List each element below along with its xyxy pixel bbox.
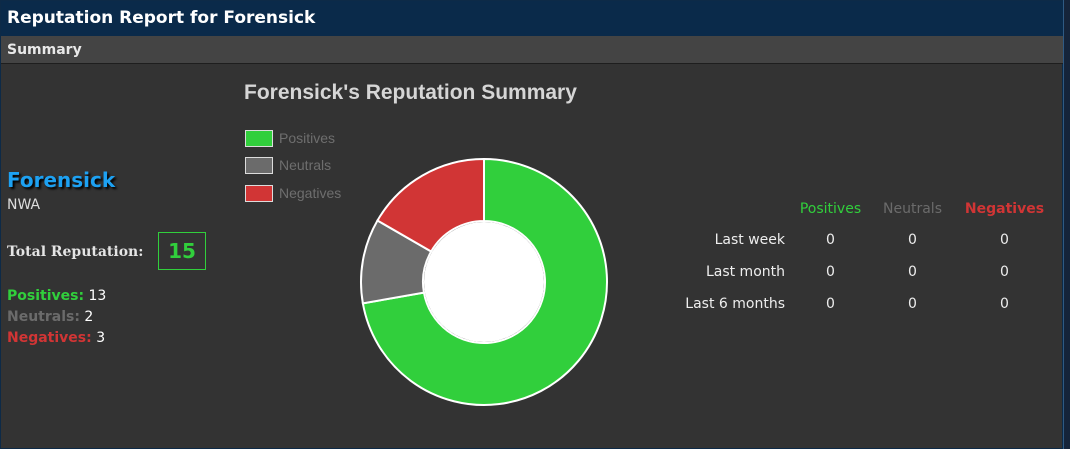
stats-header-empty bbox=[669, 194, 785, 224]
positives-value: 13 bbox=[88, 288, 107, 304]
table-row: Last week 0 0 0 bbox=[669, 224, 1060, 256]
legend-swatch-positives bbox=[245, 129, 273, 147]
chart-title: Forensick's Reputation Summary bbox=[244, 81, 577, 104]
positives-count: Positives: 13 bbox=[7, 288, 106, 304]
section-title-summary: Summary bbox=[1, 36, 1064, 64]
cell-neutrals: 0 bbox=[908, 296, 917, 312]
table-row: Last 6 months 0 0 0 bbox=[669, 288, 1060, 320]
donut-slice-positives[interactable] bbox=[361, 157, 608, 406]
cell-neutrals: 0 bbox=[908, 232, 917, 248]
stats-header-positives: Positives bbox=[799, 201, 862, 217]
neutrals-label: Neutrals: bbox=[7, 309, 80, 325]
stats-header-negatives: Negatives bbox=[964, 201, 1045, 217]
legend-item-positives[interactable]: Positives bbox=[245, 129, 335, 147]
cell-positives: 0 bbox=[826, 296, 835, 312]
row-label: Last 6 months bbox=[685, 296, 785, 312]
stats-header-row: Positives Neutrals Negatives bbox=[669, 194, 1060, 224]
reputation-donut-chart bbox=[360, 157, 608, 406]
stats-header-neutrals: Neutrals bbox=[883, 201, 942, 217]
total-reputation-value: 15 bbox=[158, 232, 206, 270]
legend-swatch-negatives bbox=[245, 184, 273, 202]
legend-label-negatives: Negatives bbox=[279, 185, 342, 201]
legend-item-negatives[interactable]: Negatives bbox=[245, 184, 341, 202]
user-group: NWA bbox=[7, 197, 41, 213]
reputation-stats-table: Positives Neutrals Negatives Last week 0… bbox=[669, 194, 1060, 320]
positives-label: Positives: bbox=[7, 288, 85, 304]
cell-negatives: 0 bbox=[1000, 296, 1009, 312]
row-label: Last month bbox=[705, 264, 785, 280]
neutrals-count: Neutrals: 2 bbox=[7, 309, 93, 325]
cell-positives: 0 bbox=[826, 264, 835, 280]
cell-negatives: 0 bbox=[1000, 264, 1009, 280]
page-scroll-edge bbox=[1063, 0, 1070, 449]
negatives-count: Negatives: 3 bbox=[7, 330, 105, 346]
legend-label-neutrals: Neutrals bbox=[279, 157, 332, 173]
negatives-label: Negatives: bbox=[7, 330, 92, 346]
cell-positives: 0 bbox=[826, 232, 835, 248]
table-row: Last month 0 0 0 bbox=[669, 256, 1060, 288]
legend-swatch-neutrals bbox=[245, 156, 273, 174]
total-reputation-label: Total Reputation: bbox=[7, 244, 144, 260]
negatives-value: 3 bbox=[96, 330, 106, 346]
cell-neutrals: 0 bbox=[908, 264, 917, 280]
donut-slice-negatives[interactable] bbox=[376, 157, 485, 253]
legend-item-neutrals[interactable]: Neutrals bbox=[245, 156, 331, 174]
donut-hole bbox=[424, 222, 544, 342]
row-label: Last week bbox=[714, 232, 785, 248]
page-title: Reputation Report for Forensick bbox=[1, 1, 1064, 36]
user-name[interactable]: Forensick bbox=[7, 168, 116, 192]
neutrals-value: 2 bbox=[84, 309, 94, 325]
legend-label-positives: Positives bbox=[279, 130, 336, 146]
cell-negatives: 0 bbox=[1000, 232, 1009, 248]
